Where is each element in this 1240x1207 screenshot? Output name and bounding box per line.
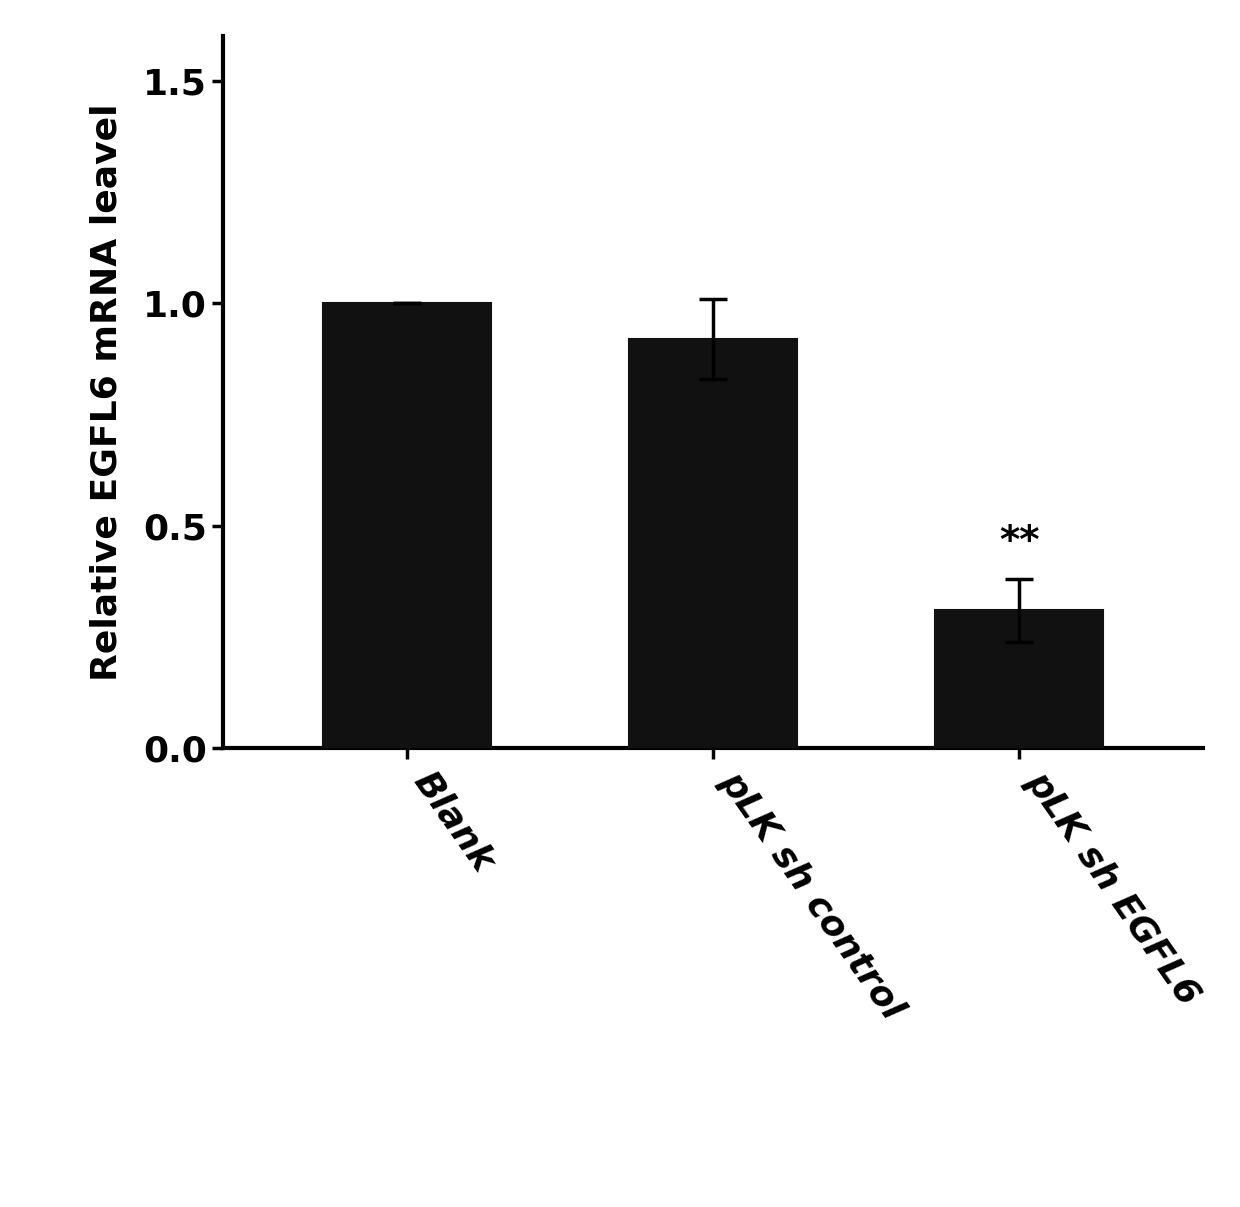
Bar	[322, 303, 491, 748]
Text: **: **	[999, 524, 1039, 561]
Y-axis label: Relative EGFL6 mRNA leavel: Relative EGFL6 mRNA leavel	[91, 104, 124, 681]
Bar	[629, 339, 797, 748]
Bar	[935, 611, 1104, 748]
